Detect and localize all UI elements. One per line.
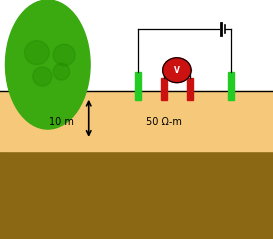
Ellipse shape (53, 63, 70, 80)
Bar (161, 78, 167, 100)
Ellipse shape (25, 41, 49, 65)
Ellipse shape (33, 67, 52, 86)
Bar (0, 91, 273, 151)
Circle shape (163, 58, 191, 83)
Bar (34, 86, 51, 93)
Ellipse shape (53, 44, 75, 66)
Bar (228, 72, 234, 100)
Bar (187, 78, 193, 100)
Bar (0, 118, 273, 239)
Text: 50 Ω-m: 50 Ω-m (146, 117, 182, 127)
Bar (36, 90, 49, 93)
Ellipse shape (5, 0, 90, 129)
Text: 10 m: 10 m (49, 117, 74, 127)
Text: V: V (174, 66, 180, 75)
Bar (135, 72, 141, 100)
